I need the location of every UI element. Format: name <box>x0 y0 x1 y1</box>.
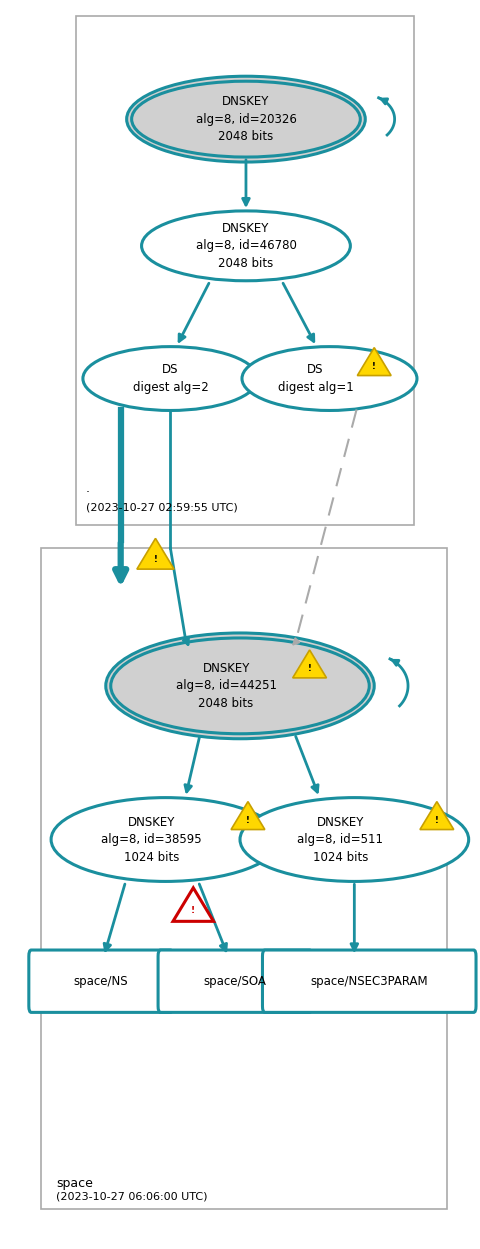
Ellipse shape <box>242 347 417 411</box>
Text: DS
digest alg=1: DS digest alg=1 <box>278 363 353 393</box>
Text: !: ! <box>435 816 439 826</box>
Text: !: ! <box>308 664 312 673</box>
FancyBboxPatch shape <box>263 950 476 1013</box>
Text: space/SOA: space/SOA <box>204 974 266 988</box>
Bar <box>76 16 414 526</box>
Ellipse shape <box>142 211 350 281</box>
Text: space/NS: space/NS <box>73 974 128 988</box>
Text: !: ! <box>246 816 250 826</box>
Ellipse shape <box>83 347 258 411</box>
Text: DNSKEY
alg=8, id=44251
2048 bits: DNSKEY alg=8, id=44251 2048 bits <box>176 662 276 709</box>
Text: !: ! <box>191 906 195 916</box>
Text: DS
digest alg=2: DS digest alg=2 <box>132 363 208 393</box>
Text: DNSKEY
alg=8, id=20326
2048 bits: DNSKEY alg=8, id=20326 2048 bits <box>195 95 297 144</box>
Text: !: ! <box>154 555 157 563</box>
FancyBboxPatch shape <box>29 950 173 1013</box>
Ellipse shape <box>51 798 280 882</box>
Ellipse shape <box>127 76 365 162</box>
Ellipse shape <box>132 81 360 157</box>
Text: space/NSEC3PARAM: space/NSEC3PARAM <box>311 974 428 988</box>
Polygon shape <box>293 649 326 678</box>
Polygon shape <box>231 802 265 829</box>
Polygon shape <box>173 888 214 922</box>
Polygon shape <box>357 347 391 376</box>
Text: DNSKEY
alg=8, id=46780
2048 bits: DNSKEY alg=8, id=46780 2048 bits <box>195 222 297 270</box>
FancyBboxPatch shape <box>158 950 312 1013</box>
Text: DNSKEY
alg=8, id=511
1024 bits: DNSKEY alg=8, id=511 1024 bits <box>298 816 384 863</box>
Text: (2023-10-27 02:59:55 UTC): (2023-10-27 02:59:55 UTC) <box>86 502 238 512</box>
Text: (2023-10-27 06:06:00 UTC): (2023-10-27 06:06:00 UTC) <box>56 1192 207 1202</box>
Bar <box>41 548 447 1209</box>
Polygon shape <box>420 802 454 829</box>
Ellipse shape <box>106 633 374 738</box>
Ellipse shape <box>111 638 369 733</box>
Text: DNSKEY
alg=8, id=38595
1024 bits: DNSKEY alg=8, id=38595 1024 bits <box>101 816 202 863</box>
Text: space: space <box>56 1177 93 1190</box>
Text: !: ! <box>372 362 376 371</box>
Ellipse shape <box>240 798 468 882</box>
Polygon shape <box>137 538 174 570</box>
Text: .: . <box>86 482 90 495</box>
